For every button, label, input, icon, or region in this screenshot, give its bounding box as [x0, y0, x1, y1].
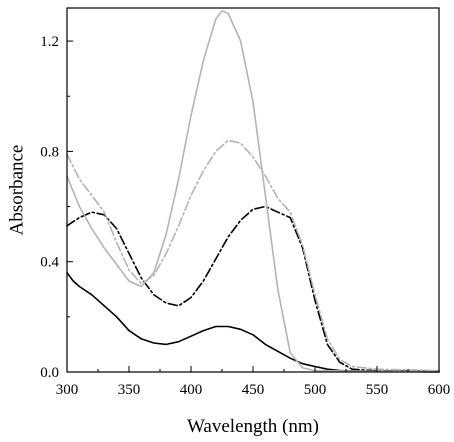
y-axis-title: Absorbance — [6, 145, 27, 236]
series-line-2 — [66, 205, 440, 373]
series-line-4 — [66, 139, 440, 372]
ticks-layer: 300 350 400 450 500 550 600 0.0 0.4 0.8 1.2 — [40, 34, 450, 398]
x-tick-label: 350 — [118, 382, 141, 398]
x-tick-label: 400 — [180, 382, 203, 398]
y-tick-label: 1.2 — [40, 34, 59, 50]
x-tick-label: 300 — [56, 382, 79, 398]
x-axis-title: Wavelength (nm) — [187, 416, 319, 437]
y-tick-label: 0.8 — [40, 144, 59, 160]
y-tick-label: 0.4 — [40, 255, 59, 271]
x-tick-label: 600 — [428, 382, 451, 398]
x-tick-label: 550 — [366, 382, 389, 398]
axes-layer — [66, 7, 440, 373]
series-line-3 — [66, 10, 440, 373]
x-tick-label: 450 — [242, 382, 265, 398]
y-tick-label: 0.0 — [40, 365, 59, 381]
series-line-1 — [66, 271, 440, 373]
plot-frame — [66, 7, 440, 373]
x-tick-label: 500 — [304, 382, 327, 398]
series-layer — [66, 10, 440, 373]
